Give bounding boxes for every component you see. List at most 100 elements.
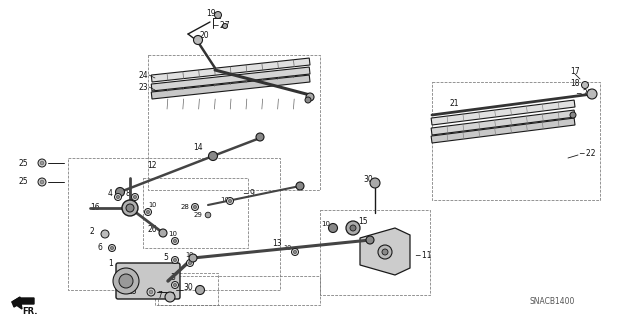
Circle shape xyxy=(350,225,356,231)
Circle shape xyxy=(147,211,150,214)
FancyBboxPatch shape xyxy=(116,263,180,299)
Text: 25: 25 xyxy=(19,159,28,167)
Circle shape xyxy=(582,81,589,88)
Text: 3: 3 xyxy=(170,273,175,283)
Circle shape xyxy=(149,290,153,294)
Text: FR.: FR. xyxy=(22,308,38,316)
Circle shape xyxy=(173,258,177,262)
Text: 16: 16 xyxy=(90,203,100,211)
Text: 29: 29 xyxy=(194,212,203,218)
Text: 10: 10 xyxy=(148,202,156,208)
Text: ─ 27: ─ 27 xyxy=(576,90,593,99)
Circle shape xyxy=(122,200,138,216)
Circle shape xyxy=(115,194,122,201)
Circle shape xyxy=(195,286,205,294)
Text: 15: 15 xyxy=(358,218,367,226)
Text: 13: 13 xyxy=(272,239,282,248)
Text: 30: 30 xyxy=(183,284,193,293)
Circle shape xyxy=(145,209,152,216)
Circle shape xyxy=(189,254,197,262)
Polygon shape xyxy=(431,100,575,125)
Circle shape xyxy=(378,245,392,259)
Text: 28: 28 xyxy=(181,204,190,210)
Text: SNACB1400: SNACB1400 xyxy=(530,298,575,307)
Polygon shape xyxy=(431,118,575,143)
Circle shape xyxy=(370,178,380,188)
Circle shape xyxy=(111,246,113,249)
Circle shape xyxy=(296,182,304,190)
Text: 19: 19 xyxy=(206,10,216,19)
Polygon shape xyxy=(151,58,310,82)
Circle shape xyxy=(38,178,46,186)
Text: 21: 21 xyxy=(450,99,460,108)
Text: 5: 5 xyxy=(163,254,168,263)
Circle shape xyxy=(147,288,155,296)
Circle shape xyxy=(291,249,298,256)
Circle shape xyxy=(214,11,221,19)
Text: 20: 20 xyxy=(200,31,210,40)
Text: 10: 10 xyxy=(220,197,229,203)
Text: 8: 8 xyxy=(125,189,130,197)
Text: 12: 12 xyxy=(147,160,157,169)
Circle shape xyxy=(382,249,388,255)
Circle shape xyxy=(126,204,134,212)
Circle shape xyxy=(173,240,177,242)
Circle shape xyxy=(119,274,133,288)
Circle shape xyxy=(193,205,196,209)
Circle shape xyxy=(40,180,44,184)
Text: ─ 9: ─ 9 xyxy=(243,189,255,198)
Circle shape xyxy=(227,197,234,204)
Text: 10: 10 xyxy=(283,245,291,251)
Text: 14: 14 xyxy=(193,144,203,152)
Text: 25: 25 xyxy=(19,177,28,187)
Circle shape xyxy=(165,292,175,302)
Circle shape xyxy=(38,159,46,167)
Circle shape xyxy=(223,24,227,28)
Circle shape xyxy=(101,230,109,238)
Circle shape xyxy=(306,93,314,101)
Text: 10: 10 xyxy=(185,252,193,258)
Circle shape xyxy=(113,268,139,294)
Circle shape xyxy=(587,89,597,99)
Text: 26: 26 xyxy=(148,226,157,234)
Circle shape xyxy=(159,229,167,237)
Circle shape xyxy=(366,236,374,244)
Circle shape xyxy=(116,196,120,198)
Circle shape xyxy=(131,194,138,201)
Circle shape xyxy=(115,188,125,197)
Text: 30: 30 xyxy=(363,175,372,184)
Text: 2: 2 xyxy=(90,227,95,236)
Text: 1: 1 xyxy=(108,258,113,268)
Circle shape xyxy=(305,97,311,103)
Text: ─ 27: ─ 27 xyxy=(213,21,230,31)
Text: 18: 18 xyxy=(570,78,579,87)
Circle shape xyxy=(172,256,179,263)
Circle shape xyxy=(173,283,177,286)
Circle shape xyxy=(570,112,576,118)
Polygon shape xyxy=(151,75,310,99)
Text: 4: 4 xyxy=(108,189,113,197)
Text: 10: 10 xyxy=(168,231,177,237)
Polygon shape xyxy=(151,67,310,91)
Circle shape xyxy=(293,250,296,254)
Circle shape xyxy=(589,92,593,97)
Polygon shape xyxy=(431,110,575,135)
Circle shape xyxy=(256,133,264,141)
Circle shape xyxy=(109,244,115,251)
Polygon shape xyxy=(12,297,22,309)
Circle shape xyxy=(172,238,179,244)
Circle shape xyxy=(186,259,193,266)
Text: 10: 10 xyxy=(321,221,330,227)
Text: ─ 22: ─ 22 xyxy=(579,149,595,158)
Polygon shape xyxy=(360,228,410,275)
Circle shape xyxy=(172,281,179,288)
Circle shape xyxy=(205,212,211,218)
Text: 23: 23 xyxy=(138,83,148,92)
Circle shape xyxy=(193,35,202,44)
Circle shape xyxy=(228,199,232,203)
Circle shape xyxy=(40,161,44,165)
Polygon shape xyxy=(12,298,34,307)
Circle shape xyxy=(191,204,198,211)
Text: 24: 24 xyxy=(138,70,148,79)
Circle shape xyxy=(346,221,360,235)
